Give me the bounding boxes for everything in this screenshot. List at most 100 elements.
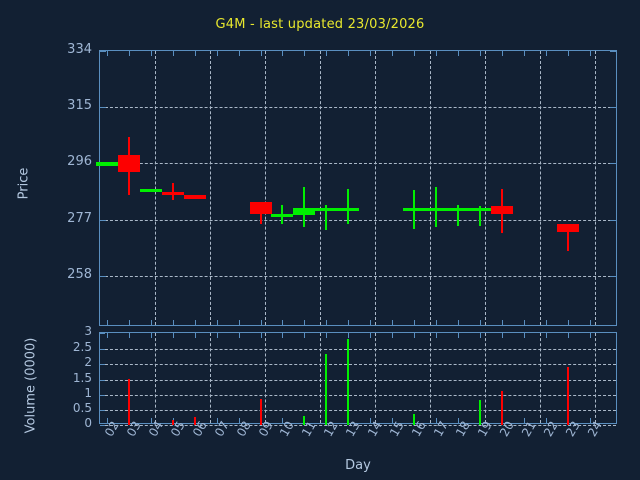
price-tick [100,276,106,277]
candle-body [140,188,162,192]
volume-bar [172,420,174,425]
price-tick-label: 315 [67,97,92,113]
price-axis-minor-tick [195,320,196,325]
volume-axis-minor-tick [107,418,108,423]
volume-axis-minor-tick [480,333,481,338]
price-axis-minor-tick [129,51,130,56]
price-tick [610,276,616,277]
price-axis-minor-tick [151,51,152,56]
volume-gridline [100,410,616,411]
price-axis-minor-tick [217,51,218,56]
volume-axis-label: Volume (0000) [23,337,39,434]
price-axis-minor-tick [282,51,283,56]
price-axis-minor-tick [107,51,108,56]
volume-axis-minor-tick [414,333,415,338]
volume-tick [100,379,105,381]
price-gridline [100,106,616,108]
volume-axis-minor-tick [107,333,108,338]
price-axis-minor-tick [458,320,459,325]
volume-axis-minor-tick [590,418,591,423]
price-axis-minor-tick [129,320,130,325]
price-tick [100,51,106,52]
price-axis-minor-tick [261,320,262,325]
candle-body [184,194,206,200]
candle-body [447,207,469,211]
volume-bar [260,398,262,425]
price-axis-minor-tick [414,51,415,56]
price-axis-minor-tick [524,51,525,56]
volume-plot-area [99,332,617,426]
candle-body [557,224,579,232]
candle-wick [172,182,174,201]
volume-axis-minor-tick [568,333,569,338]
price-axis-minor-tick [217,320,218,325]
price-axis-minor-tick [502,320,503,325]
volume-tick-label: 1.5 [72,370,92,385]
volume-bar [325,354,327,425]
volume-axis-minor-tick [546,333,547,338]
volume-axis-minor-tick [458,333,459,338]
candle-body [250,201,272,214]
volume-axis-minor-tick [524,418,525,423]
volume-gridline-vertical [595,333,596,423]
candle-body [315,207,337,211]
price-axis-minor-tick [326,320,327,325]
volume-axis-minor-tick [458,418,459,423]
price-tick [610,219,616,221]
volume-gridline [100,395,616,396]
price-axis-minor-tick [304,51,305,56]
volume-axis-minor-tick [590,333,591,338]
price-tick [610,163,616,164]
volume-bar [479,400,481,425]
price-axis-minor-tick [107,320,108,325]
price-tick-label: 258 [67,267,92,282]
price-axis-minor-tick [414,320,415,325]
volume-gridline-vertical [320,333,321,423]
volume-axis-minor-tick [129,333,130,338]
price-axis-minor-tick [173,51,174,56]
volume-bar [128,379,130,425]
volume-axis-minor-tick [282,333,283,338]
candle-body [337,207,359,211]
volume-gridline [100,348,616,350]
price-axis-minor-tick [480,320,481,325]
candle-body [491,206,513,214]
volume-tick [100,364,105,365]
price-tick [610,51,616,52]
volume-gridline-vertical [265,333,266,423]
price-gridline-vertical [320,51,321,325]
price-tick-label: 296 [67,154,92,169]
volume-axis-minor-tick [524,333,525,338]
price-gridline-vertical [375,51,376,325]
volume-gridline [100,364,616,365]
price-axis-minor-tick [370,51,371,56]
volume-axis-minor-tick [326,333,327,338]
volume-axis-minor-tick [151,333,152,338]
price-gridline-vertical [155,51,156,325]
price-gridline-vertical [210,51,211,325]
price-axis-minor-tick [546,320,547,325]
candle-body [403,207,425,211]
price-tick-label: 334 [67,42,92,57]
volume-tick [100,395,105,396]
price-axis-minor-tick [195,51,196,56]
price-gridline-vertical [540,51,541,325]
price-axis-minor-tick [480,51,481,56]
candle-body [118,154,140,173]
volume-axis-minor-tick [436,333,437,338]
price-gridline [100,276,616,277]
price-axis-minor-tick [151,320,152,325]
volume-gridline [100,379,616,381]
price-axis-minor-tick [590,51,591,56]
price-axis-minor-tick [261,51,262,56]
volume-bar [567,366,569,425]
volume-bar [303,415,305,425]
price-axis-minor-tick [304,320,305,325]
volume-axis-minor-tick [348,333,349,338]
volume-tick [100,333,105,334]
price-axis-minor-tick [568,320,569,325]
price-axis-minor-tick [568,51,569,56]
candle-body [425,207,447,211]
volume-bar [347,339,349,425]
volume-gridline-vertical [430,333,431,423]
